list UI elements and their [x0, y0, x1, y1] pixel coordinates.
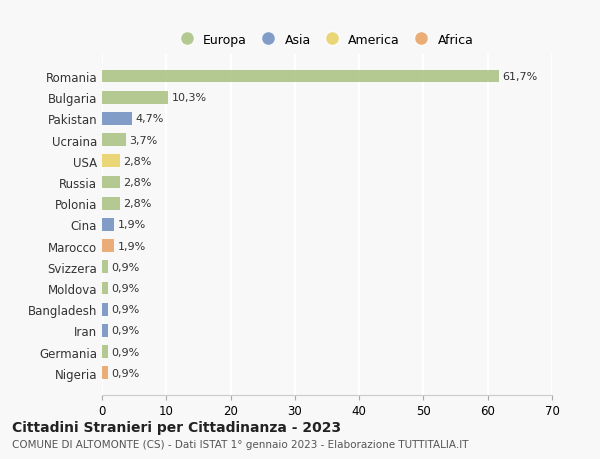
Bar [102, 325, 108, 337]
Bar [102, 197, 120, 210]
Bar [102, 134, 126, 147]
Text: 1,9%: 1,9% [118, 220, 146, 230]
Bar [102, 92, 168, 104]
Bar [102, 282, 108, 295]
Bar [102, 155, 120, 168]
Bar [102, 113, 132, 125]
Legend: Europa, Asia, America, Africa: Europa, Asia, America, Africa [175, 28, 479, 53]
Bar [102, 218, 114, 231]
Text: 10,3%: 10,3% [172, 93, 206, 103]
Bar [102, 367, 108, 379]
Text: Cittadini Stranieri per Cittadinanza - 2023: Cittadini Stranieri per Cittadinanza - 2… [12, 420, 341, 435]
Text: 0,9%: 0,9% [111, 262, 139, 272]
Text: 0,9%: 0,9% [111, 368, 139, 378]
Text: 0,9%: 0,9% [111, 283, 139, 293]
Bar [102, 240, 114, 252]
Text: 2,8%: 2,8% [123, 178, 152, 188]
Bar [102, 261, 108, 274]
Bar [102, 346, 108, 358]
Text: COMUNE DI ALTOMONTE (CS) - Dati ISTAT 1° gennaio 2023 - Elaborazione TUTTITALIA.: COMUNE DI ALTOMONTE (CS) - Dati ISTAT 1°… [12, 440, 469, 449]
Text: 0,9%: 0,9% [111, 304, 139, 314]
Bar [102, 303, 108, 316]
Text: 0,9%: 0,9% [111, 347, 139, 357]
Bar [102, 176, 120, 189]
Text: 1,9%: 1,9% [118, 241, 146, 251]
Text: 4,7%: 4,7% [136, 114, 164, 124]
Text: 3,7%: 3,7% [129, 135, 157, 146]
Text: 2,8%: 2,8% [123, 199, 152, 209]
Text: 2,8%: 2,8% [123, 157, 152, 167]
Text: 0,9%: 0,9% [111, 326, 139, 336]
Bar [102, 71, 499, 83]
Text: 61,7%: 61,7% [502, 72, 537, 82]
